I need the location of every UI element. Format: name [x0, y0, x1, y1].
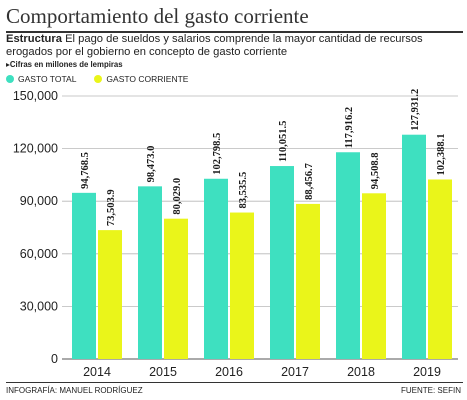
bar	[98, 230, 122, 359]
y-tick-label: 0	[51, 352, 58, 366]
chart-legend: GASTO TOTAL GASTO CORRIENTE	[6, 74, 188, 84]
data-label: 102,798.5	[212, 133, 223, 175]
data-label: 127,931.2	[410, 89, 421, 131]
credit-text: INFOGRAFÍA: MANUEL RODRÍGUEZ	[6, 386, 143, 395]
bar	[362, 193, 386, 359]
legend-item-total: GASTO TOTAL	[6, 74, 76, 84]
bottom-divider	[6, 382, 463, 383]
bar	[204, 178, 228, 359]
x-tick-label: 2018	[347, 365, 375, 379]
units-note-text: Cifras en millones de lempiras	[9, 60, 123, 69]
bar	[296, 203, 320, 359]
bar	[72, 192, 96, 359]
data-label: 94,768.5	[80, 152, 91, 189]
y-tick-label: 150,000	[13, 89, 58, 103]
data-label: 102,388.1	[436, 133, 447, 175]
top-divider	[6, 31, 463, 33]
triangle-right-icon: ▸	[6, 60, 10, 69]
legend-label-corriente: GASTO CORRIENTE	[106, 74, 189, 84]
legend-item-corriente: GASTO CORRIENTE	[94, 74, 188, 84]
data-label: 88,456.7	[304, 163, 315, 200]
x-tick-label: 2017	[281, 365, 309, 379]
data-label: 83,535.5	[238, 172, 249, 209]
bar	[230, 212, 254, 359]
bar	[428, 179, 452, 359]
x-tick-label: 2016	[215, 365, 243, 379]
chart-title: Comportamiento del gasto corriente	[6, 4, 309, 28]
data-label: 110,051.5	[278, 121, 289, 162]
data-label: 73,503.9	[106, 189, 117, 226]
bar	[164, 218, 188, 359]
data-label: 80,029.0	[172, 178, 183, 215]
units-note: ▸Cifras en millones de lempiras	[6, 60, 123, 69]
chart-description: Estructura El pago de sueldos y salarios…	[6, 33, 461, 59]
bar	[336, 152, 360, 359]
description-text: El pago de sueldos y salarios comprende …	[6, 33, 423, 58]
data-label: 98,473.0	[146, 146, 157, 183]
y-tick-label: 30,000	[20, 299, 58, 313]
description-lead: Estructura	[6, 33, 62, 45]
y-tick-label: 60,000	[20, 247, 58, 261]
x-tick-label: 2014	[83, 365, 111, 379]
data-label: 94,508.8	[370, 153, 381, 190]
legend-dot-total	[6, 75, 14, 83]
legend-dot-corriente	[94, 75, 103, 83]
bar	[270, 166, 294, 359]
x-tick-label: 2019	[413, 365, 441, 379]
source-text: FUENTE: SEFIN	[400, 386, 461, 395]
data-label: 117,916.2	[344, 107, 355, 148]
y-tick-label: 90,000	[20, 194, 58, 208]
bar	[138, 186, 162, 359]
legend-label-total: GASTO TOTAL	[18, 74, 77, 84]
bar	[402, 134, 426, 359]
x-tick-label: 2015	[149, 365, 177, 379]
y-tick-label: 120,000	[13, 142, 58, 156]
